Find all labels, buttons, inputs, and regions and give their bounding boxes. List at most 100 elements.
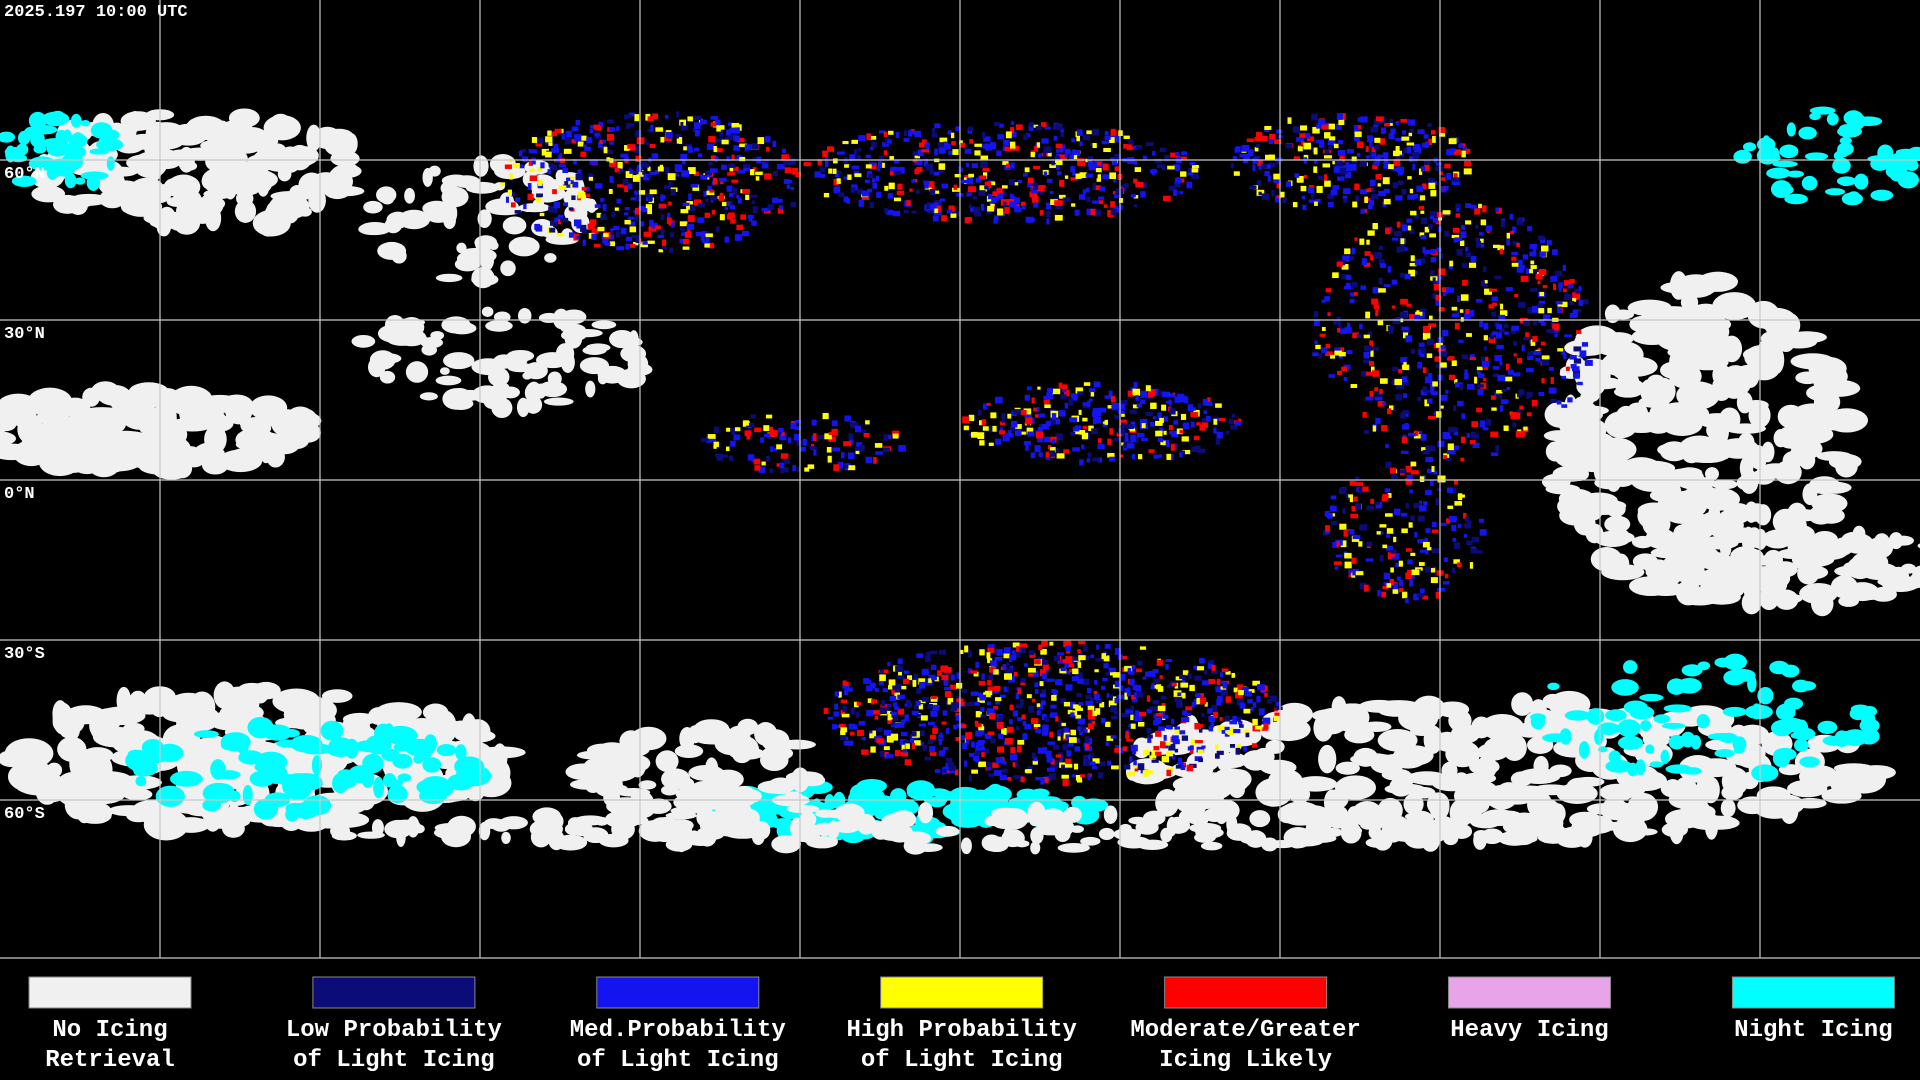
cloud xyxy=(351,716,371,748)
cloud xyxy=(91,754,113,785)
icing-speck xyxy=(553,143,559,149)
cloud xyxy=(1712,292,1757,320)
icing-speck xyxy=(1330,495,1337,500)
cloud xyxy=(508,236,540,257)
icing-speck xyxy=(1137,454,1143,460)
icing-speck xyxy=(733,135,740,142)
icing-speck xyxy=(1110,201,1116,208)
icing-speck xyxy=(955,737,960,741)
icing-speck xyxy=(1105,721,1111,728)
icing-speck xyxy=(1149,755,1157,759)
icing-speck xyxy=(1421,348,1426,354)
icing-speck xyxy=(1362,411,1367,418)
icing-speck xyxy=(870,135,877,140)
icing-speck xyxy=(1078,702,1084,706)
cloud xyxy=(454,729,496,743)
icing-speck xyxy=(1115,188,1123,195)
cloud xyxy=(1812,365,1848,388)
icing-speck xyxy=(1219,716,1223,721)
icing-speck xyxy=(1086,458,1091,463)
cloud xyxy=(368,707,390,725)
icing-speck xyxy=(1361,258,1367,266)
cloud xyxy=(1836,176,1857,186)
icing-speck xyxy=(1411,569,1420,576)
icing-speck xyxy=(500,182,506,186)
icing-speck xyxy=(1501,388,1507,393)
icing-speck xyxy=(1090,654,1095,659)
icing-speck xyxy=(1180,171,1187,177)
cloud xyxy=(1574,361,1611,391)
cloud xyxy=(1527,827,1552,836)
icing-speck xyxy=(1038,185,1046,189)
icing-speck xyxy=(1092,128,1100,136)
icing-speck xyxy=(1400,357,1408,363)
cloud xyxy=(421,344,437,356)
icing-speck xyxy=(1140,191,1146,198)
cloud xyxy=(471,267,495,289)
icing-speck xyxy=(1404,273,1411,280)
cloud xyxy=(1640,720,1652,732)
icing-speck xyxy=(888,182,895,190)
icing-speck xyxy=(1516,265,1524,273)
icing-speck xyxy=(1562,264,1566,271)
cloud xyxy=(832,819,861,833)
icing-speck xyxy=(1379,138,1385,145)
icing-speck xyxy=(1456,400,1464,407)
icing-speck xyxy=(1551,249,1558,255)
icing-speck xyxy=(1129,678,1135,686)
cloud xyxy=(151,129,186,150)
icing-speck xyxy=(965,162,970,168)
icing-speck xyxy=(1532,336,1538,343)
icing-speck xyxy=(1076,692,1082,698)
icing-speck xyxy=(627,183,633,190)
icing-speck xyxy=(996,188,1003,194)
icing-speck xyxy=(1379,554,1384,562)
icing-speck xyxy=(1330,189,1338,196)
cloud xyxy=(1574,396,1594,407)
icing-speck xyxy=(1008,201,1017,208)
icing-speck xyxy=(1557,306,1562,314)
cloud xyxy=(1605,759,1633,773)
icing-speck xyxy=(690,183,699,188)
icing-speck xyxy=(1385,228,1391,235)
icing-speck xyxy=(1478,203,1482,209)
cloud xyxy=(524,160,551,175)
icing-speck xyxy=(1181,151,1188,155)
cloud xyxy=(1617,719,1641,737)
icing-speck xyxy=(1098,196,1105,200)
icing-speck xyxy=(1239,702,1246,709)
icing-speck xyxy=(869,201,874,208)
cloud xyxy=(65,705,106,725)
cloud xyxy=(1318,744,1337,774)
cloud xyxy=(1412,695,1446,722)
cloud xyxy=(1679,521,1712,535)
icing-speck xyxy=(1023,134,1029,141)
icing-speck xyxy=(1365,311,1371,319)
icing-speck xyxy=(1465,246,1469,252)
icing-speck xyxy=(1379,524,1387,528)
cloud xyxy=(1799,756,1820,768)
cloud xyxy=(1003,826,1014,847)
icing-speck xyxy=(993,218,998,224)
cloud xyxy=(1470,816,1501,829)
icing-speck xyxy=(1166,453,1171,460)
icing-speck xyxy=(963,760,968,767)
cloud xyxy=(357,831,385,839)
icing-speck xyxy=(1381,425,1388,432)
icing-speck xyxy=(1334,566,1339,570)
icing-speck xyxy=(642,170,646,175)
icing-speck xyxy=(1382,494,1389,500)
icing-speck xyxy=(790,201,796,208)
icing-speck xyxy=(604,242,611,246)
icing-speck xyxy=(996,150,1002,157)
icing-speck xyxy=(1046,388,1053,394)
icing-speck xyxy=(647,174,652,178)
icing-speck xyxy=(1098,772,1104,779)
icing-speck xyxy=(1359,323,1363,330)
icing-speck xyxy=(570,176,575,181)
icing-speck xyxy=(1359,238,1365,245)
cloud xyxy=(330,823,351,839)
icing-speck xyxy=(1318,175,1324,181)
icing-speck xyxy=(1424,376,1433,384)
icing-speck xyxy=(1349,256,1355,261)
